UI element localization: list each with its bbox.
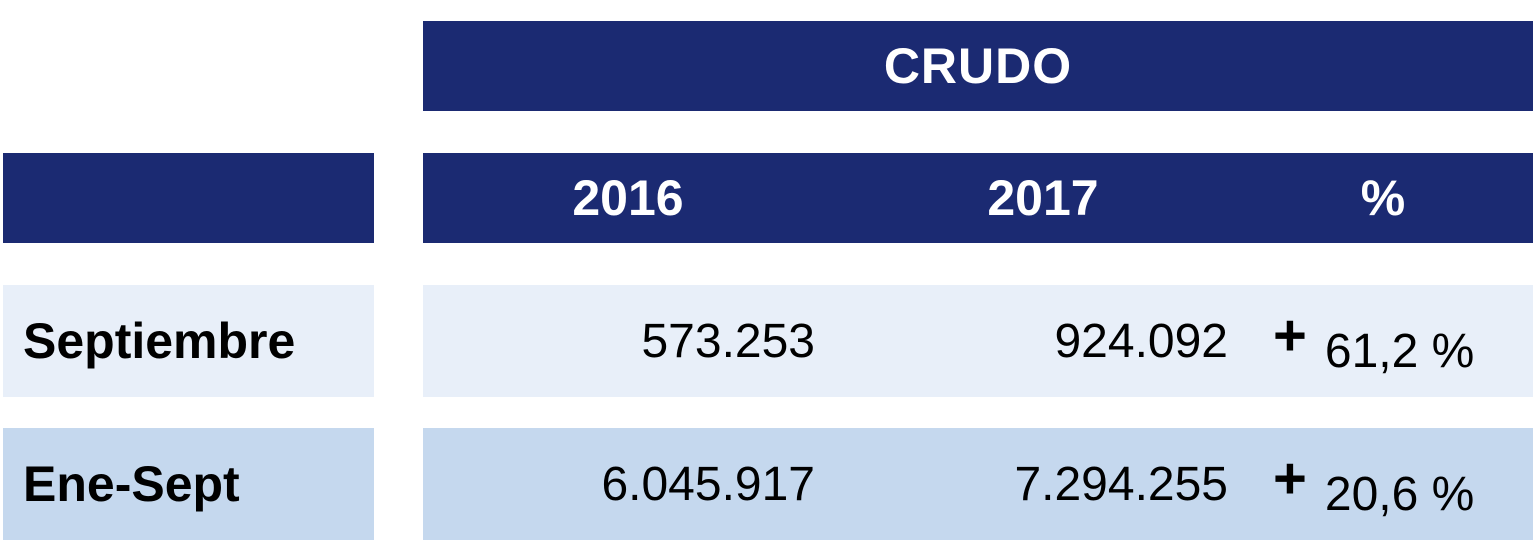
value-2016: 573.253 <box>641 314 815 368</box>
percent-change: + 61,2 % <box>1273 285 1513 397</box>
plus-icon: + <box>1273 445 1307 511</box>
plus-icon: + <box>1273 302 1307 368</box>
column-header-percent: % <box>1360 170 1406 226</box>
row-label-ene-sept: Ene-Sept <box>3 428 374 540</box>
percent-value: 61,2 % <box>1324 324 1475 378</box>
column-header-2016: 2016 <box>572 170 684 226</box>
column-header-row: 2016 2017 % <box>423 153 1533 243</box>
header-corner-cell <box>3 153 374 243</box>
percent-value: 20,6 % <box>1324 467 1475 521</box>
table-row: 573.253 924.092 + 61,2 % <box>423 285 1533 397</box>
percent-change: + 20,6 % <box>1273 428 1513 540</box>
value-2017: 924.092 <box>1054 314 1228 368</box>
column-header-2017: 2017 <box>987 170 1099 226</box>
table-row: 6.045.917 7.294.255 + 20,6 % <box>423 428 1533 540</box>
table-title: CRUDO <box>423 21 1533 111</box>
row-label-septiembre: Septiembre <box>3 285 374 397</box>
value-2017: 7.294.255 <box>1014 457 1228 511</box>
value-2016: 6.045.917 <box>601 457 815 511</box>
